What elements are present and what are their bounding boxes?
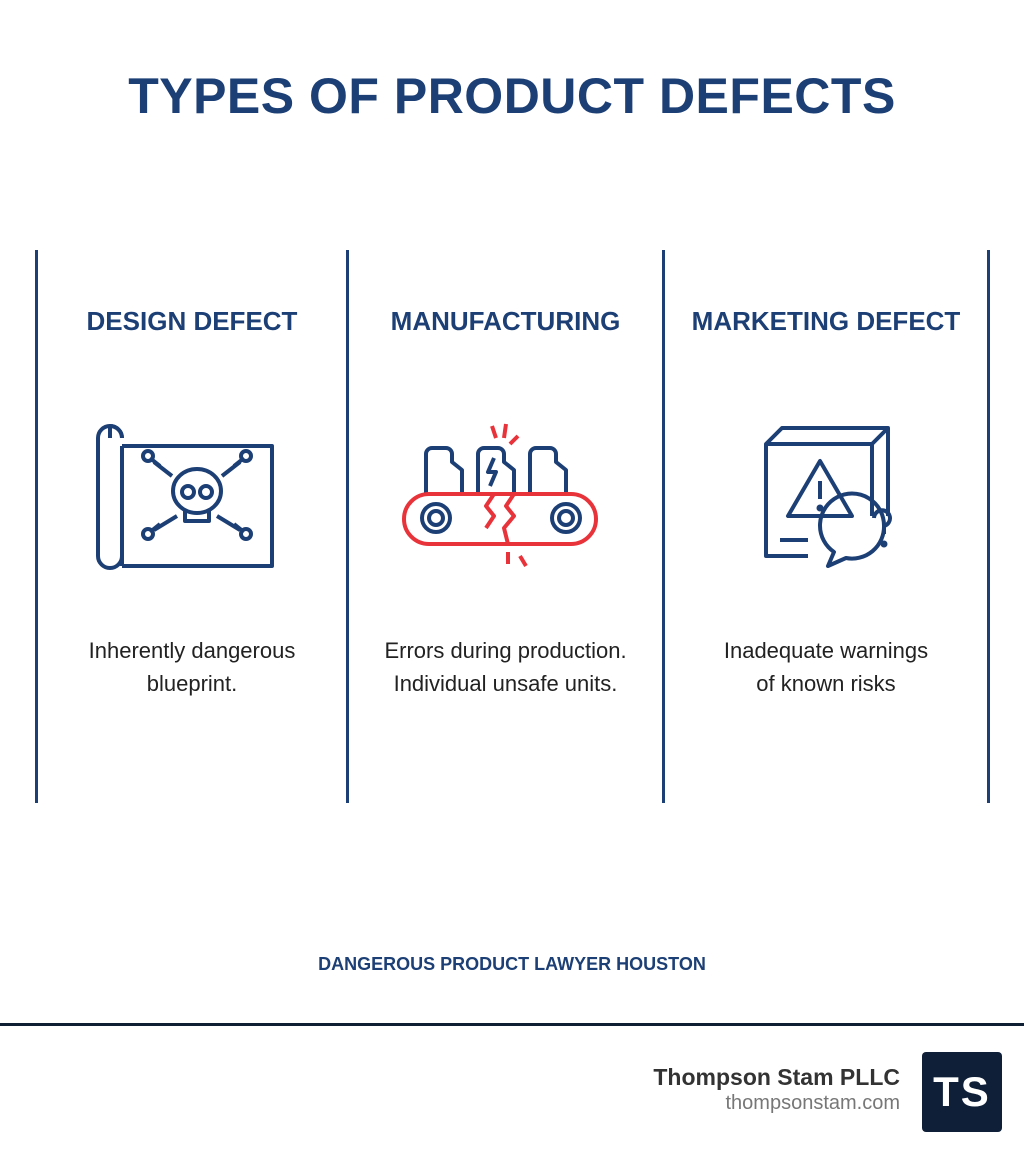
- column-heading: DESIGN DEFECT: [86, 306, 298, 336]
- column-heading: MARKETING DEFECT: [691, 306, 961, 336]
- column-heading: MANUFACTURING: [390, 306, 621, 336]
- divider: [662, 250, 665, 803]
- firm-name: Thompson Stam PLLC: [653, 1064, 900, 1090]
- firm-logo: TS: [922, 1052, 1002, 1132]
- firm-url[interactable]: thompsonstam.com: [725, 1092, 900, 1114]
- divider: [346, 250, 349, 803]
- skull-blueprint-icon: [96, 424, 274, 570]
- page-title: TYPES OF PRODUCT DEFECTS: [128, 68, 896, 124]
- manufacturing-column: MANUFACTURING Errors during production. I…: [349, 296, 662, 700]
- firm-info: Thompson Stam PLLC thompsonstam.com: [653, 1064, 900, 1115]
- column-description: Inadequate warnings of known risks: [723, 638, 929, 696]
- divider: [35, 250, 38, 803]
- column-description: Errors during production. Individual unsa…: [384, 638, 627, 696]
- footer-divider: [0, 1023, 1024, 1026]
- broken-conveyor-icon: [401, 423, 598, 568]
- marketing-defect-column: MARKETING DEFECT Inadequate warnings of k…: [665, 296, 987, 700]
- design-defect-column: DESIGN DEFECT Inherently dangerous bluepr…: [38, 296, 346, 700]
- divider: [987, 250, 990, 803]
- warning-box-question-icon: [764, 426, 892, 568]
- subtitle: DANGEROUS PRODUCT LAWYER HOUSTON: [318, 954, 706, 974]
- column-description: Inherently dangerous blueprint.: [88, 638, 296, 696]
